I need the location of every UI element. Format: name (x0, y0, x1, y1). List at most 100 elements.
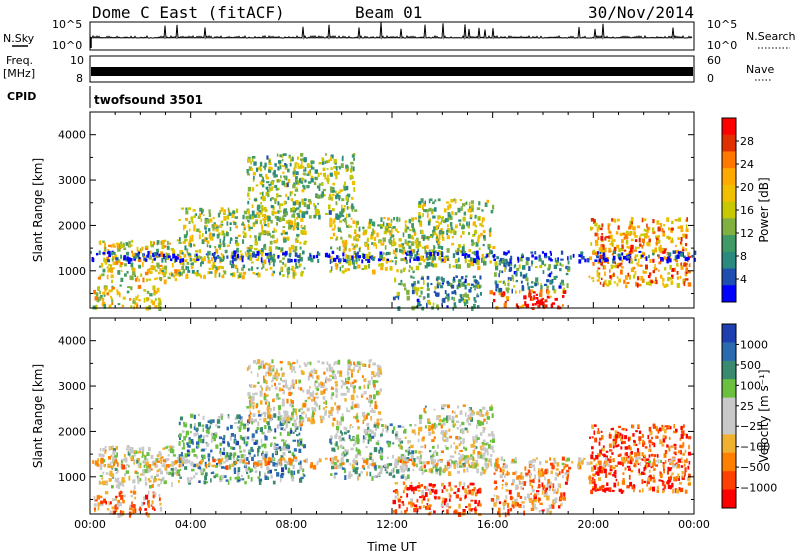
echo-cell (303, 157, 307, 162)
echo-cell (228, 464, 231, 470)
echo-cell (351, 394, 355, 399)
echo-cell (251, 436, 254, 441)
echo-cell (406, 474, 410, 479)
echo-cell (422, 234, 426, 239)
echo-cell (550, 470, 553, 475)
echo-cell (274, 163, 277, 167)
echo-cell (250, 418, 254, 423)
echo-cell (373, 422, 376, 425)
echo-cell (301, 227, 305, 230)
echo-cell (337, 191, 341, 194)
echo-cell (674, 267, 676, 272)
cpid-label: CPID (7, 90, 36, 103)
echo-cell (144, 508, 147, 511)
echo-cell (293, 226, 296, 230)
echo-cell (391, 429, 394, 434)
echo-cell (305, 210, 309, 215)
echo-cell (129, 447, 132, 452)
echo-cell (286, 274, 289, 279)
echo-cell (416, 251, 419, 256)
power-ylabel: Slant Range [km] (31, 158, 45, 262)
echo-cell (422, 213, 424, 218)
echo-cell (178, 454, 181, 458)
echo-cell (191, 468, 195, 472)
echo-cell (685, 224, 688, 229)
echo-cell (118, 492, 121, 497)
colorbar-tick-label: 20 (740, 181, 754, 194)
echo-cell (522, 274, 526, 279)
echo-cell (323, 371, 326, 375)
echo-cell (540, 285, 543, 290)
echo-cell (247, 268, 251, 271)
echo-cell (235, 242, 240, 247)
echo-cell (205, 230, 207, 234)
echo-cell (296, 434, 299, 437)
echo-cell (368, 359, 371, 364)
echo-cell (263, 243, 267, 249)
echo-cell (134, 252, 137, 257)
echo-cell (402, 490, 405, 494)
echo-cell (281, 218, 286, 221)
echo-cell (201, 454, 203, 458)
echo-cell (292, 439, 296, 442)
echo-cell (454, 198, 457, 204)
echo-cell (556, 260, 558, 263)
echo-cell (317, 172, 320, 178)
echo-cell (611, 239, 615, 242)
echo-cell (424, 265, 428, 269)
echo-cell (441, 231, 443, 236)
echo-region (97, 239, 181, 285)
echo-cell (376, 422, 380, 427)
echo-cell (287, 361, 291, 366)
echo-cell (461, 225, 465, 230)
echo-cell (449, 463, 452, 468)
echo-cell (274, 211, 278, 214)
echo-cell (474, 279, 478, 284)
echo-cell (210, 449, 213, 453)
echo-cell (296, 217, 299, 220)
echo-cell (264, 472, 267, 477)
echo-cell (204, 481, 209, 484)
echo-cell (135, 296, 138, 301)
echo-cell (614, 469, 617, 475)
echo-cell (509, 508, 513, 512)
echo-cell (447, 415, 451, 421)
echo-cell (181, 430, 185, 433)
echo-cell (615, 444, 618, 448)
echo-cell (287, 219, 289, 223)
echo-cell (621, 239, 624, 244)
echo-cell (314, 381, 316, 387)
echo-cell (394, 253, 397, 258)
echo-cell (304, 399, 308, 403)
echo-cell (235, 440, 239, 446)
echo-cell (251, 261, 254, 264)
echo-cell (351, 381, 355, 384)
echo-cell (305, 413, 307, 418)
echo-cell (650, 280, 654, 283)
echo-cell (266, 466, 270, 471)
echo-cell (581, 255, 585, 260)
echo-cell (259, 427, 263, 432)
echo-cell (247, 200, 250, 205)
echo-cell (567, 256, 569, 261)
echo-cell (248, 197, 251, 200)
echo-cell (369, 471, 372, 477)
echo-cell (274, 240, 278, 244)
echo-cell (282, 153, 286, 156)
echo-cell (496, 256, 500, 260)
echo-cell (171, 445, 175, 449)
echo-cell (507, 508, 509, 514)
echo-cell (248, 247, 252, 252)
echo-cell (251, 421, 253, 425)
echo-cell (472, 412, 475, 415)
echo-cell (298, 462, 300, 465)
echo-cell (489, 460, 492, 465)
echo-cell (205, 424, 209, 429)
echo-cell (249, 214, 251, 220)
echo-cell (117, 499, 121, 504)
echo-cell (643, 228, 646, 232)
echo-cell (314, 205, 317, 211)
echo-cell (459, 497, 462, 501)
echo-cell (197, 422, 201, 427)
echo-cell (674, 255, 678, 261)
